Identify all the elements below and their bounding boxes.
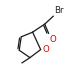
Text: O: O	[42, 45, 49, 54]
Text: Br: Br	[54, 6, 64, 15]
Text: O: O	[50, 35, 57, 44]
